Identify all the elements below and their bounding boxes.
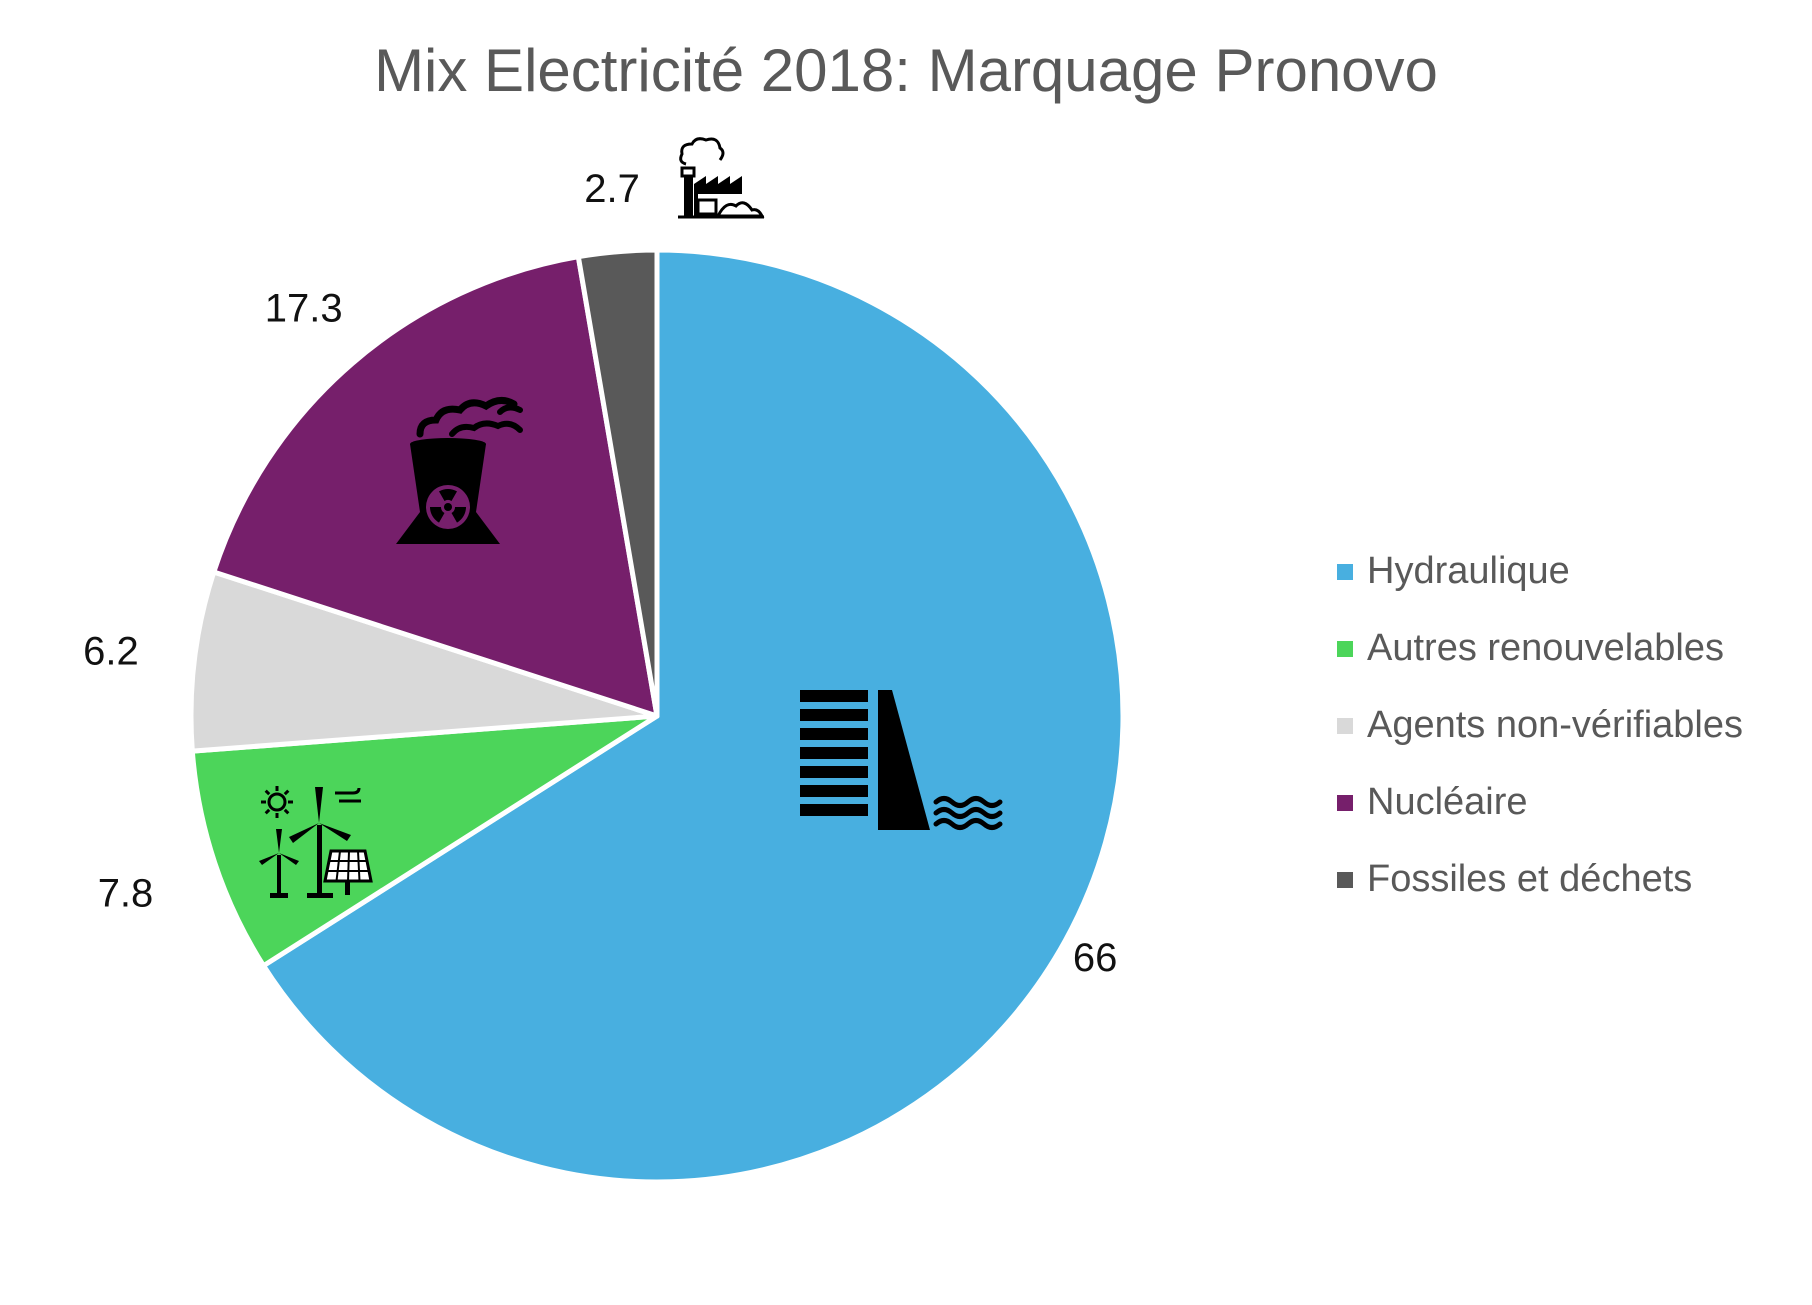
legend-item-hydraulique: Hydraulique: [1337, 533, 1743, 610]
legend: Hydraulique Autres renouvelables Agents no…: [1337, 533, 1743, 918]
legend-swatch: [1337, 640, 1353, 657]
pie-slice-agents-non-verifiables: [188, 569, 660, 754]
data-label-fossiles-et-dechets: 2.7: [584, 167, 640, 211]
hydro-dam-icon: [800, 690, 1003, 830]
legend-label: Autres renouvelables: [1367, 627, 1724, 669]
legend-label: Hydraulique: [1367, 550, 1570, 592]
renewables-icon: [259, 786, 373, 898]
legend-label: Agents non-vérifiables: [1367, 704, 1743, 746]
pie-slice-autres-renouvelables: [189, 713, 660, 969]
legend-item-nucleaire: Nucléaire: [1337, 764, 1743, 841]
legend-swatch: [1337, 563, 1353, 580]
legend-swatch: [1337, 717, 1353, 734]
legend-label: Fossiles et déchets: [1367, 858, 1693, 900]
data-label-agents-non-verifiables: 6.2: [83, 629, 139, 673]
nuclear-plant-icon: [396, 397, 523, 544]
legend-item-agents-non-verifiables: Agents non-vérifiables: [1337, 687, 1743, 764]
legend-item-fossiles-et-dechets: Fossiles et déchets: [1337, 841, 1743, 918]
legend-swatch: [1337, 794, 1353, 811]
data-label-autres-renouvelables: 7.8: [98, 871, 154, 915]
legend-swatch: [1337, 871, 1353, 888]
pie-slice-fossiles-et-dechets: [575, 247, 660, 719]
chart-title: Mix Electricité 2018: Marquage Pronovo: [374, 37, 1438, 104]
data-label-hydraulique: 66: [1073, 936, 1118, 980]
pie-slice-hydraulique: [261, 247, 1126, 1185]
data-label-nucleaire: 17.3: [265, 287, 343, 331]
factory-icon: [678, 137, 765, 219]
legend-label: Nucléaire: [1367, 781, 1528, 823]
legend-item-autres-renouvelables: Autres renouvelables: [1337, 610, 1743, 687]
